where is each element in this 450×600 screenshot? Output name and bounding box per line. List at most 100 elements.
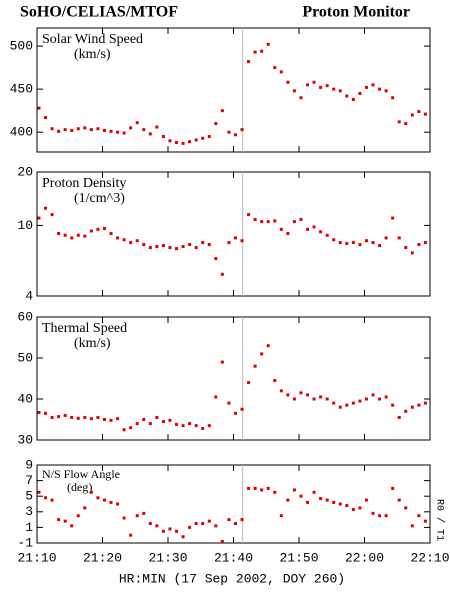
data-point	[364, 397, 368, 401]
data-point	[233, 411, 237, 415]
data-point	[266, 220, 270, 224]
data-point	[135, 514, 139, 518]
data-point	[194, 246, 198, 250]
data-point	[129, 241, 133, 245]
data-point	[63, 128, 67, 132]
data-point	[338, 502, 342, 506]
data-point	[371, 241, 375, 245]
data-point	[214, 257, 218, 261]
data-point	[345, 242, 349, 246]
y-tick-label: 7	[25, 473, 33, 488]
data-point	[142, 128, 146, 132]
data-point	[175, 422, 179, 426]
data-point	[44, 496, 48, 500]
data-point	[332, 238, 336, 242]
data-point	[50, 213, 54, 217]
data-point	[201, 522, 205, 525]
data-point	[76, 233, 80, 237]
panel-units: (deg)	[67, 480, 92, 494]
data-point	[240, 128, 244, 132]
data-point	[233, 133, 237, 137]
data-point	[70, 236, 74, 240]
data-point	[404, 409, 408, 413]
data-point	[384, 89, 388, 93]
data-point	[338, 241, 342, 245]
data-point	[345, 94, 349, 98]
data-point	[247, 486, 251, 490]
data-point	[135, 239, 139, 243]
data-point	[37, 490, 41, 494]
data-point	[214, 395, 218, 399]
data-point	[109, 129, 113, 133]
data-point	[273, 219, 277, 223]
data-point	[175, 141, 179, 145]
data-point	[279, 514, 283, 518]
data-point	[214, 524, 218, 528]
data-point	[292, 220, 296, 224]
data-point	[299, 96, 303, 100]
data-point	[378, 244, 382, 248]
data-point	[168, 527, 172, 531]
data-point	[50, 127, 54, 131]
data-point	[201, 427, 205, 431]
data-point	[175, 247, 179, 251]
x-tick-label: 21:30	[148, 550, 187, 565]
data-point	[57, 415, 61, 419]
data-point	[292, 488, 296, 492]
data-point	[286, 232, 290, 236]
data-point	[279, 227, 283, 231]
data-point	[76, 514, 80, 518]
data-point	[273, 379, 277, 383]
data-point	[70, 524, 74, 528]
data-point	[194, 424, 198, 428]
y-tick-label: 30	[17, 432, 33, 447]
x-tick-label: 21:20	[83, 550, 122, 565]
data-point	[96, 127, 100, 131]
data-point	[122, 516, 126, 520]
data-point	[358, 399, 362, 403]
y-tick-label: 50	[17, 350, 33, 365]
data-point	[404, 246, 408, 250]
data-point	[378, 87, 382, 91]
data-point	[247, 60, 251, 64]
data-point	[129, 533, 133, 537]
data-point	[168, 139, 172, 143]
data-point	[338, 89, 342, 93]
data-point	[194, 522, 198, 525]
data-point	[194, 138, 198, 142]
data-point	[201, 136, 205, 140]
data-point	[161, 420, 165, 424]
data-point	[135, 121, 139, 125]
y-tick-label: 4	[25, 288, 33, 303]
data-point	[319, 395, 323, 399]
data-point	[273, 66, 277, 70]
data-point	[96, 227, 100, 231]
data-point	[378, 514, 382, 518]
data-point	[378, 397, 382, 401]
data-point	[345, 504, 349, 508]
data-point	[306, 227, 310, 231]
data-point	[207, 243, 211, 247]
data-point	[332, 500, 336, 504]
data-point	[233, 522, 237, 525]
data-point	[325, 397, 329, 401]
data-point	[83, 506, 87, 510]
panel-title: N/S Flow Angle	[42, 467, 120, 481]
data-point	[188, 422, 192, 426]
data-point	[397, 236, 401, 240]
data-point	[371, 83, 375, 87]
data-point	[207, 135, 211, 138]
data-point	[89, 417, 93, 421]
data-point	[148, 132, 152, 136]
y-tick-label: 10	[17, 218, 33, 233]
data-point	[423, 401, 427, 405]
data-point	[148, 422, 152, 426]
data-point	[201, 241, 205, 245]
data-point	[351, 507, 355, 511]
data-point	[247, 381, 251, 385]
data-point	[299, 217, 303, 221]
title-right: Proton Monitor	[302, 4, 410, 21]
data-point	[279, 70, 283, 74]
data-point	[37, 106, 41, 110]
data-point	[364, 498, 368, 502]
